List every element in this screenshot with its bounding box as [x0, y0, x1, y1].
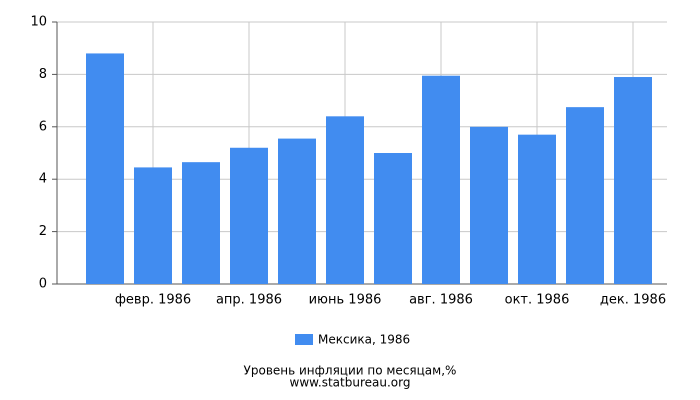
y-tick-label: 8: [39, 67, 47, 82]
x-tick-label: июнь 1986: [309, 293, 382, 308]
bar: [566, 107, 604, 285]
bar: [470, 126, 508, 284]
y-tick-label: 2: [39, 224, 47, 239]
bar: [230, 147, 268, 284]
x-tick-label: окт. 1986: [505, 293, 570, 308]
x-tick-label: апр. 1986: [216, 293, 282, 308]
y-tick-label: 0: [39, 277, 47, 292]
x-tick-label: авг. 1986: [409, 293, 473, 308]
y-tick-label: 4: [39, 172, 47, 187]
bar: [86, 53, 124, 284]
bar: [374, 153, 412, 284]
bar: [422, 75, 460, 285]
legend-swatch: [295, 334, 313, 345]
bar: [278, 138, 316, 284]
bar: [182, 162, 220, 284]
y-tick-label: 10: [30, 15, 47, 30]
bar: [326, 116, 364, 284]
x-tick-label: февр. 1986: [115, 293, 191, 308]
bar: [614, 77, 652, 285]
legend-label: Мексика, 1986: [318, 333, 410, 347]
y-tick-label: 6: [39, 119, 47, 134]
x-tick-label: дек. 1986: [600, 293, 666, 308]
source: www.statbureau.org: [290, 376, 411, 390]
bar: [518, 134, 556, 284]
chart-title: Уровень инфляции по месяцам,%: [244, 364, 457, 378]
bar: [134, 167, 172, 284]
